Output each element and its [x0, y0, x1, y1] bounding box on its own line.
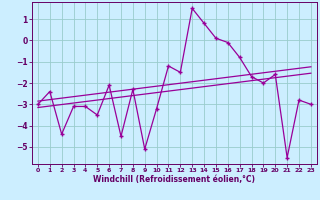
X-axis label: Windchill (Refroidissement éolien,°C): Windchill (Refroidissement éolien,°C) — [93, 175, 255, 184]
